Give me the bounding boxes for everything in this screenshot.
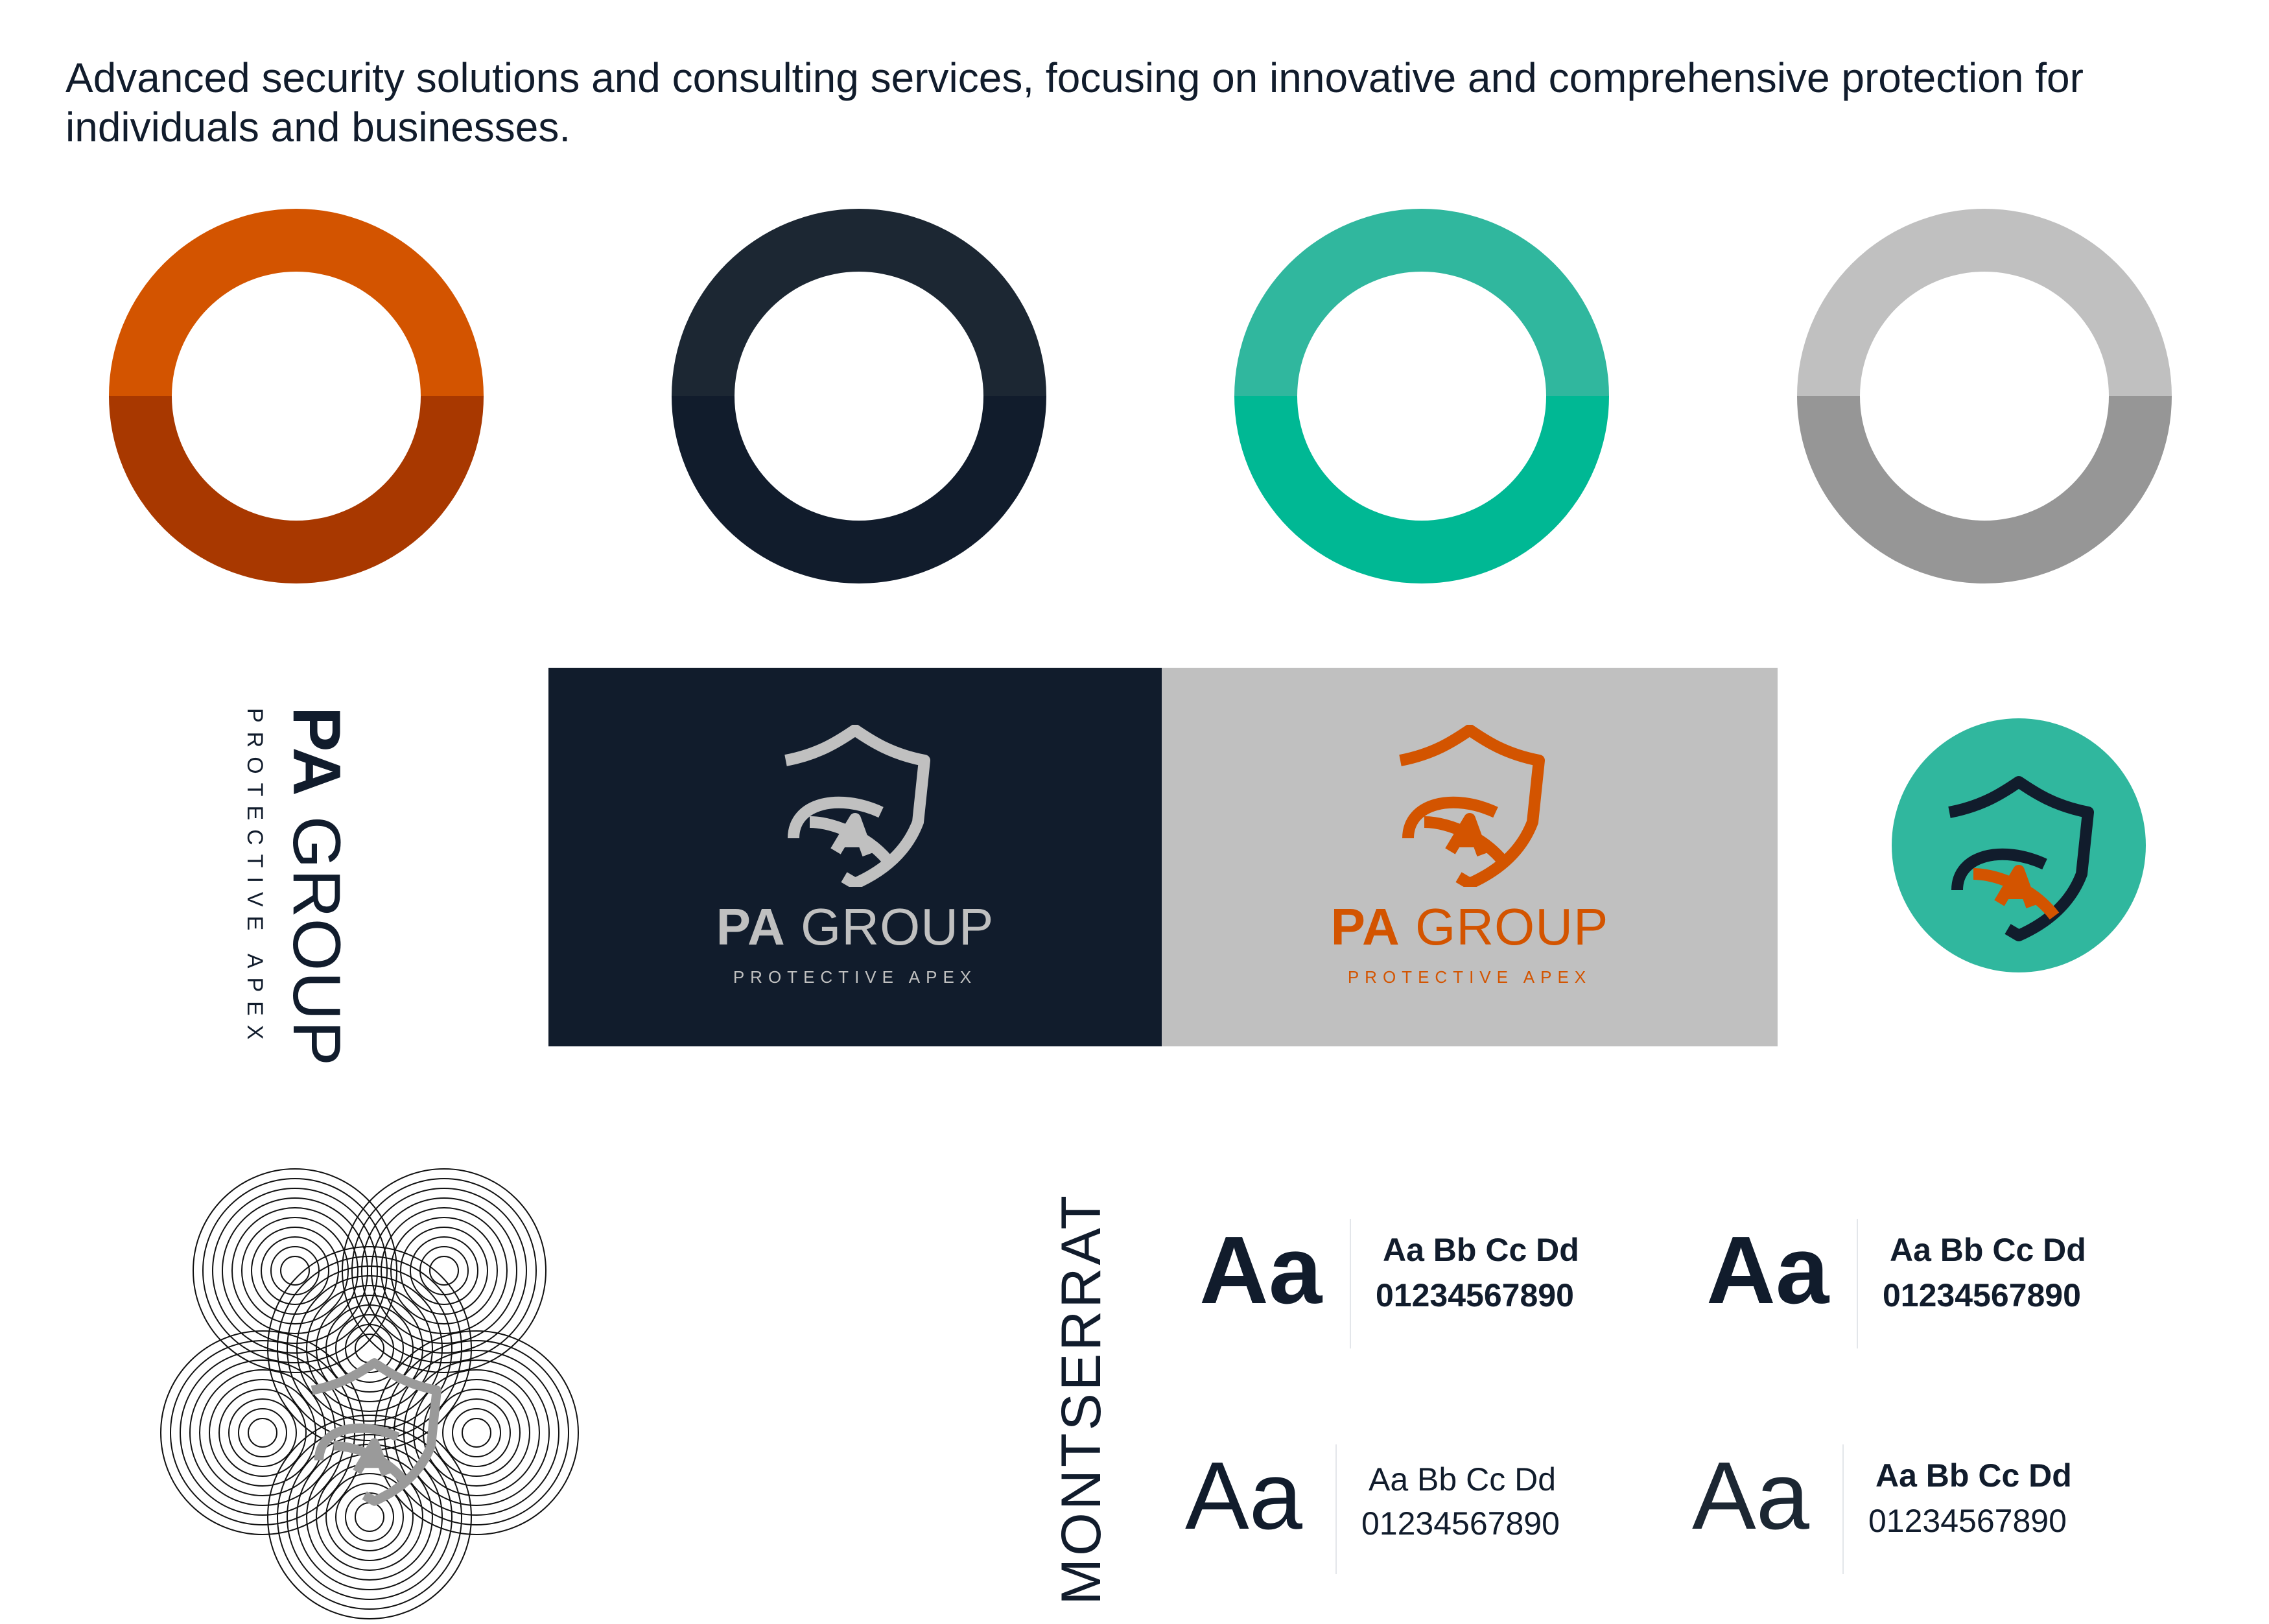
color-swatch-grey	[1797, 209, 2172, 583]
type-sample-alphabet: Aa Bb Cc Dd	[1383, 1232, 1579, 1268]
construction-circle	[261, 1236, 329, 1305]
construction-circle	[170, 1340, 355, 1525]
construction-circle	[267, 1415, 472, 1619]
round-app-icon	[1892, 718, 2146, 972]
logo-wordmark: PA GROUP	[548, 898, 1162, 956]
type-sample-numerals: 01234567890	[1361, 1505, 1560, 1542]
type-sample-glyph: Aa	[1199, 1217, 1323, 1324]
construction-circle	[423, 1379, 530, 1487]
construction-circle	[442, 1398, 511, 1467]
construction-circle	[228, 1398, 297, 1467]
construction-circle	[248, 1418, 277, 1448]
construction-circle	[384, 1340, 569, 1525]
construction-circle	[296, 1275, 443, 1422]
construction-circle	[413, 1369, 540, 1496]
logo-panel-dark: PA GROUP PROTECTIVE APEX	[548, 668, 1162, 1046]
divider	[1335, 1444, 1337, 1574]
divider	[1350, 1219, 1351, 1348]
type-sample-numerals: 01234567890	[1868, 1503, 2067, 1539]
logo-wordmark: PA GROUP	[1162, 898, 1778, 956]
color-swatch-orange	[109, 209, 484, 583]
construction-circle	[325, 1473, 414, 1561]
construction-circle	[355, 1502, 384, 1532]
brand-name-bold: PA	[279, 707, 354, 797]
type-sample-alphabet: Aa Bb Cc Dd	[1875, 1457, 2072, 1494]
logo-subtitle: PROTECTIVE APEX	[733, 967, 978, 987]
shield-logo-icon	[784, 725, 930, 887]
brand-name-light: GROUP	[801, 898, 994, 956]
brand-name-bold: PA	[1330, 898, 1400, 956]
brand-name-light: GROUP	[1415, 898, 1609, 956]
construction-circle	[381, 1207, 508, 1334]
construction-circle	[270, 1246, 320, 1295]
construction-circle	[287, 1434, 453, 1600]
logo-subtitle: PROTECTIVE APEX	[1347, 967, 1592, 987]
construction-circle	[241, 1217, 349, 1324]
construction-circle	[180, 1350, 346, 1516]
construction-circle	[400, 1227, 488, 1315]
type-sample-numerals: 01234567890	[1883, 1277, 2081, 1313]
construction-circle	[345, 1324, 394, 1373]
construction-circle	[277, 1256, 462, 1441]
color-swatch-teal	[1234, 209, 1609, 583]
type-sample-glyph: Aa	[1692, 1442, 1810, 1549]
construction-circle	[306, 1285, 433, 1412]
color-swatch-navy	[672, 209, 1046, 583]
construction-circle	[342, 1168, 547, 1373]
typeface-name: MONTSERRAT	[1050, 1193, 1112, 1605]
type-sample-glyph: Aa	[1706, 1217, 1829, 1324]
construction-circle	[390, 1217, 498, 1324]
vertical-brand-name: PA GROUP	[279, 707, 354, 1066]
shield-logo-icon	[1399, 725, 1545, 887]
construction-circle	[212, 1188, 378, 1354]
construction-circle	[452, 1408, 501, 1457]
construction-circle	[199, 1369, 326, 1496]
construction-circle	[209, 1379, 316, 1487]
construction-circle	[222, 1197, 368, 1344]
vertical-brand-subtitle: PROTECTIVE APEX	[242, 708, 267, 1049]
divider	[1842, 1444, 1844, 1574]
logo-panel-grey: PA GROUP PROTECTIVE APEX	[1162, 668, 1778, 1046]
construction-circle	[429, 1256, 459, 1286]
construction-circle	[355, 1334, 384, 1363]
construction-circle	[218, 1389, 307, 1477]
construction-circle	[193, 1168, 397, 1373]
divider	[1857, 1219, 1858, 1348]
construction-circle	[394, 1350, 559, 1516]
tagline: Advanced security solutions and consulti…	[65, 54, 2084, 150]
construction-circle	[231, 1207, 359, 1334]
construction-circle	[238, 1408, 287, 1457]
construction-circle	[335, 1483, 404, 1551]
construction-circle	[351, 1178, 537, 1363]
construction-circle	[251, 1227, 339, 1315]
construction-circle	[371, 1197, 517, 1344]
construction-circle	[410, 1236, 478, 1305]
construction-circle	[316, 1295, 423, 1402]
construction-circle	[361, 1188, 527, 1354]
construction-circle	[335, 1314, 404, 1383]
type-sample-alphabet: Aa Bb Cc Dd	[1890, 1232, 2086, 1268]
type-sample-numerals: 01234567890	[1376, 1277, 1574, 1313]
brand-name-bold: PA	[716, 898, 786, 956]
construction-circle	[432, 1389, 521, 1477]
construction-circle	[462, 1418, 491, 1448]
brand-name-light: GROUP	[279, 816, 354, 1067]
logo-construction-grid	[149, 1128, 590, 1621]
construction-circle	[419, 1246, 469, 1295]
construction-circle	[287, 1265, 453, 1431]
construction-circle	[280, 1256, 310, 1286]
construction-circle	[202, 1178, 388, 1363]
construction-circle	[325, 1304, 414, 1393]
construction-circle	[403, 1359, 550, 1506]
type-sample-glyph: Aa	[1185, 1442, 1303, 1549]
type-sample-alphabet: Aa Bb Cc Dd	[1369, 1461, 1557, 1498]
